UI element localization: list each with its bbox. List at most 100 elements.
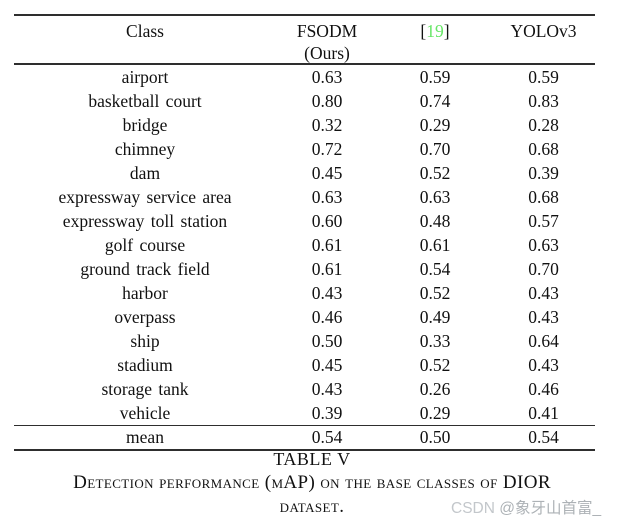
class-cell: dam (129, 163, 161, 183)
yolov3-cell: 0.64 (528, 331, 559, 351)
header-class: Class (126, 21, 164, 41)
fsodm-cell: 0.39 (311, 403, 343, 423)
table-row: chimney 0.72 0.70 0.68 (14, 137, 595, 161)
watermark-brand: CSDN (451, 500, 500, 517)
table-row: overpass 0.46 0.49 0.43 (14, 305, 595, 329)
class-cell: chimney (114, 139, 176, 159)
fsodm-cell: 0.72 (311, 139, 343, 159)
ref19-cell: 0.70 (419, 139, 451, 159)
ref19-cell: 0.52 (419, 283, 451, 303)
header-fsodm: FSODM (Ours) (276, 16, 378, 64)
table-row: airport 0.63 0.59 0.59 (14, 65, 595, 89)
class-cell: airport (121, 67, 169, 87)
yolov3-cell: 0.43 (528, 307, 559, 327)
watermark-username: @象牙山首富_ (499, 500, 602, 517)
class-cell: stadium (117, 355, 173, 375)
table-row: stadium 0.45 0.52 0.43 (14, 353, 595, 377)
citation-number: 19 (426, 21, 444, 41)
class-cell: bridge (122, 115, 168, 135)
ref19-cell: 0.61 (419, 235, 451, 255)
yolov3-cell: 0.43 (528, 283, 559, 303)
yolov3-cell: 0.70 (528, 259, 559, 279)
fsodm-cell: 0.61 (311, 259, 343, 279)
table-caption-line1: Detection performance (mAP) on the base … (73, 472, 551, 493)
class-cell: harbor (122, 283, 168, 303)
ref19-cell: 0.59 (419, 67, 451, 87)
header-fsodm-line2: (Ours) (304, 43, 350, 63)
class-cell: basketball court (88, 91, 202, 111)
table-number-label: TABLE V (273, 449, 351, 469)
ref19-cell: 0.63 (419, 187, 451, 207)
fsodm-cell: 0.63 (311, 67, 343, 87)
header-fsodm-line1: FSODM (296, 21, 358, 41)
table-row: vehicle 0.39 0.29 0.41 (14, 401, 595, 425)
mean-label: mean (126, 427, 164, 447)
ref19-cell: 0.29 (419, 403, 451, 423)
fsodm-cell: 0.32 (311, 115, 343, 135)
mean-section: mean 0.54 0.50 0.54 (14, 425, 595, 451)
table-body: airport 0.63 0.59 0.59 basketball court … (14, 65, 595, 425)
yolov3-cell: 0.43 (528, 355, 559, 375)
table-row: harbor 0.43 0.52 0.43 (14, 281, 595, 305)
yolov3-cell: 0.57 (528, 211, 559, 231)
mean-fsodm: 0.54 (311, 427, 343, 447)
fsodm-cell: 0.46 (311, 307, 343, 327)
yolov3-cell: 0.39 (528, 163, 559, 183)
yolov3-cell: 0.68 (528, 187, 559, 207)
fsodm-cell: 0.50 (311, 331, 343, 351)
results-table: Class FSODM (Ours) [19] YOLOv3 airport 0… (14, 14, 595, 451)
fsodm-cell: 0.61 (311, 235, 343, 255)
yolov3-cell: 0.41 (528, 403, 559, 423)
class-cell: expressway toll station (62, 211, 228, 231)
ref19-cell: 0.52 (419, 355, 451, 375)
fsodm-cell: 0.43 (311, 283, 343, 303)
class-cell: overpass (114, 307, 176, 327)
fsodm-cell: 0.45 (311, 355, 343, 375)
yolov3-cell: 0.28 (528, 115, 559, 135)
yolov3-cell: 0.59 (528, 67, 559, 87)
ref19-cell: 0.74 (419, 91, 451, 111)
ref19-cell: 0.33 (419, 331, 451, 351)
table-row: basketball court 0.80 0.74 0.83 (14, 89, 595, 113)
mean-ref19: 0.50 (419, 427, 451, 447)
table-row: golf course 0.61 0.61 0.63 (14, 233, 595, 257)
table-row: ground track field 0.61 0.54 0.70 (14, 257, 595, 281)
mean-row: mean 0.54 0.50 0.54 (14, 426, 595, 449)
class-cell: ship (130, 331, 160, 351)
fsodm-cell: 0.63 (311, 187, 343, 207)
table-row: expressway service area 0.63 0.63 0.68 (14, 185, 595, 209)
class-cell: storage tank (101, 379, 189, 399)
fsodm-cell: 0.60 (311, 211, 343, 231)
header-yolov3: YOLOv3 (510, 21, 577, 41)
yolov3-cell: 0.68 (528, 139, 559, 159)
table-row: expressway toll station 0.60 0.48 0.57 (14, 209, 595, 233)
table-row: ship 0.50 0.33 0.64 (14, 329, 595, 353)
citation-bracket-close: ] (443, 21, 450, 41)
ref19-cell: 0.29 (419, 115, 451, 135)
ref19-cell: 0.54 (419, 259, 451, 279)
table-row: bridge 0.32 0.29 0.28 (14, 113, 595, 137)
csdn-watermark: CSDN @象牙山首富_ (451, 496, 633, 518)
mean-yolov3: 0.54 (528, 427, 559, 447)
table-header-row: Class FSODM (Ours) [19] YOLOv3 (14, 16, 595, 65)
fsodm-cell: 0.80 (311, 91, 343, 111)
table-caption-line2: dataset. (279, 496, 345, 517)
ref19-cell: 0.26 (419, 379, 451, 399)
fsodm-cell: 0.45 (311, 163, 343, 183)
table-row: storage tank 0.43 0.26 0.46 (14, 377, 595, 401)
yolov3-cell: 0.46 (528, 379, 559, 399)
ref19-cell: 0.48 (419, 211, 451, 231)
header-citation-19: [19] (378, 16, 492, 64)
class-cell: ground track field (80, 259, 210, 279)
class-cell: vehicle (119, 403, 171, 423)
ref19-cell: 0.52 (419, 163, 451, 183)
fsodm-cell: 0.43 (311, 379, 343, 399)
ref19-cell: 0.49 (419, 307, 451, 327)
yolov3-cell: 0.83 (528, 91, 559, 111)
class-cell: expressway service area (58, 187, 232, 207)
class-cell: golf course (104, 235, 186, 255)
table-row: dam 0.45 0.52 0.39 (14, 161, 595, 185)
yolov3-cell: 0.63 (528, 235, 559, 255)
citation-bracket-open: [ (420, 21, 427, 41)
